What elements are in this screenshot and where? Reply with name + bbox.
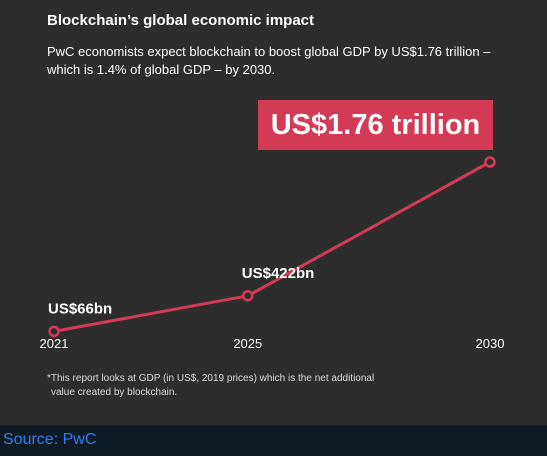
source-link[interactable]: Source: PwC (3, 431, 97, 448)
footnote-line-1: *This report looks at GDP (in US$, 2019 … (47, 373, 375, 384)
data-point-2030 (484, 156, 496, 168)
chart-card: Blockchain’s global economic impact PwC … (0, 0, 547, 425)
x-tick-label: 2030 (476, 336, 505, 351)
footnote: *This report looks at GDP (in US$, 2019 … (47, 372, 427, 400)
data-point-2021 (48, 325, 60, 338)
chart-subtitle: PwC economists expect blockchain to boos… (47, 43, 527, 79)
series-line (53, 160, 491, 333)
line-chart: 2021 US$66bn 2025 US$422bn 2030 (40, 156, 505, 351)
data-label: US$422bn (242, 265, 315, 282)
data-point-2025 (242, 290, 254, 302)
chart-title: Blockchain’s global economic impact (47, 12, 315, 29)
subtitle-line-2: which is 1.4% of global GDP – by 2030. (47, 62, 276, 77)
x-tick-label: 2025 (233, 336, 262, 351)
footnote-line-2: value created by blockchain. (51, 387, 178, 398)
data-label: US$66bn (48, 300, 112, 317)
highlight-value-badge: US$1.76 trillion (258, 100, 493, 150)
source-bar: Source: PwC (0, 425, 547, 456)
x-tick-label: 2021 (40, 336, 69, 351)
subtitle-line-1: PwC economists expect blockchain to boos… (47, 44, 491, 59)
